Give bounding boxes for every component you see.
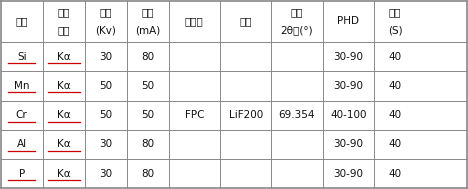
Text: 时间: 时间 [389, 7, 401, 17]
Text: 50: 50 [99, 110, 112, 120]
Text: 40: 40 [388, 110, 402, 120]
Text: (mA): (mA) [135, 25, 161, 35]
Text: 晶体: 晶体 [240, 16, 252, 26]
Text: Kα: Kα [57, 81, 71, 91]
Text: Kα: Kα [57, 52, 71, 62]
Text: Kα: Kα [57, 169, 71, 179]
Text: 管压: 管压 [99, 7, 112, 17]
Text: 40: 40 [388, 81, 402, 91]
Text: 50: 50 [141, 110, 154, 120]
Text: Kα: Kα [57, 110, 71, 120]
Text: 2θ，(°): 2θ，(°) [281, 25, 313, 35]
Text: P: P [19, 169, 25, 179]
Text: FPC: FPC [184, 110, 204, 120]
Text: 峰位: 峰位 [291, 7, 303, 17]
Text: 30-90: 30-90 [333, 81, 363, 91]
Text: (S): (S) [388, 25, 402, 35]
Text: PHD: PHD [337, 16, 359, 26]
Text: Al: Al [17, 139, 27, 149]
Text: 管流: 管流 [141, 7, 154, 17]
Text: 50: 50 [141, 81, 154, 91]
Text: 分析: 分析 [58, 7, 70, 17]
Text: 谱线: 谱线 [58, 25, 70, 35]
Text: Kα: Kα [57, 139, 71, 149]
Text: 40: 40 [388, 52, 402, 62]
Text: 成分: 成分 [15, 16, 28, 26]
Text: 30-90: 30-90 [333, 169, 363, 179]
Text: 40-100: 40-100 [330, 110, 366, 120]
Text: 30: 30 [99, 139, 112, 149]
Text: 40: 40 [388, 139, 402, 149]
Text: 30: 30 [99, 169, 112, 179]
Text: Mn: Mn [14, 81, 29, 91]
Text: 80: 80 [141, 169, 154, 179]
Text: 80: 80 [141, 139, 154, 149]
Text: 30-90: 30-90 [333, 139, 363, 149]
Text: 69.354: 69.354 [279, 110, 315, 120]
Text: Si: Si [17, 52, 27, 62]
Text: Cr: Cr [16, 110, 28, 120]
Text: 50: 50 [99, 81, 112, 91]
Text: 30: 30 [99, 52, 112, 62]
Text: (Kv): (Kv) [95, 25, 116, 35]
Text: LiF200: LiF200 [228, 110, 263, 120]
Text: 30-90: 30-90 [333, 52, 363, 62]
Text: 40: 40 [388, 169, 402, 179]
Text: 80: 80 [141, 52, 154, 62]
Text: 探测器: 探测器 [185, 16, 204, 26]
